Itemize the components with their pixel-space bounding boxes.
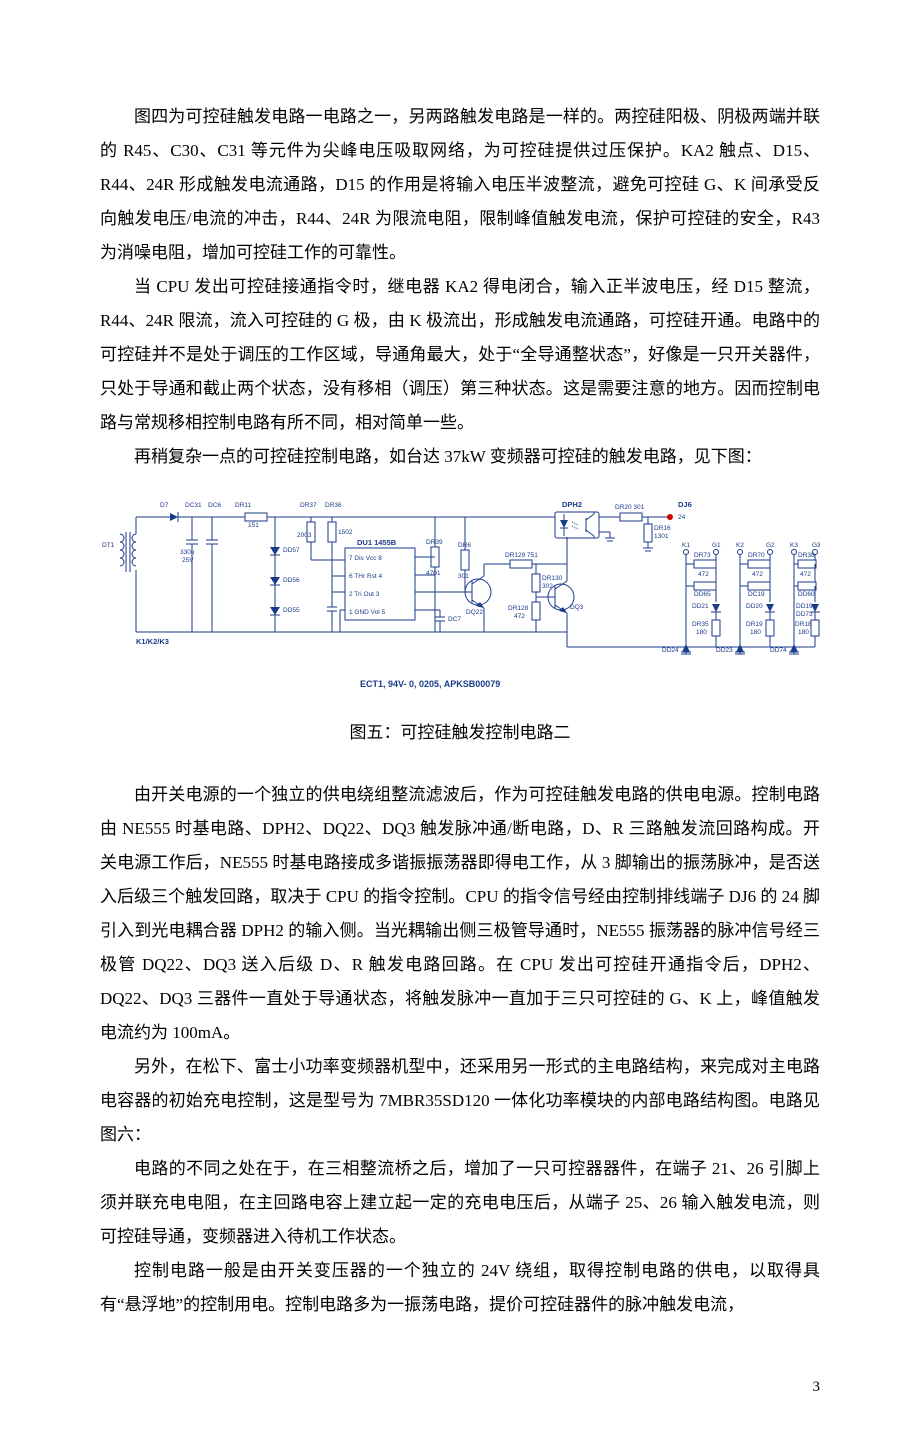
label-dd74: DD74 <box>770 647 787 654</box>
label-180c: 180 <box>798 629 809 636</box>
label-dr36: DR36 <box>325 502 342 509</box>
schematic-svg: DT1 D7 DC31 330u 25V DC6 <box>100 492 820 702</box>
label-dr129: DR129 751 <box>505 552 538 559</box>
label-d7: D7 <box>160 502 169 509</box>
label-dr73: DR73 <box>694 552 711 559</box>
label-dd56: DD56 <box>283 577 300 584</box>
label-k2: K2 <box>736 542 744 549</box>
label-dr37: DR37 <box>300 502 317 509</box>
label-301: 301 <box>458 573 469 580</box>
label-pin24: 24 <box>678 514 686 521</box>
label-dr19: DR19 <box>746 621 763 628</box>
label-dd57: DD57 <box>283 547 300 554</box>
label-dr128: DR128 <box>508 605 529 612</box>
paragraph-5: 另外，在松下、富士小功率变频器机型中，还采用另一形式的主电路结构，来完成对主电路… <box>100 1050 820 1152</box>
label-k1: K1 <box>682 542 690 549</box>
label-dd21: DD21 <box>692 603 709 610</box>
label-dr130: DR130 <box>542 575 563 582</box>
label-25v: 25V <box>182 557 194 564</box>
label-du1: DU1 1455B <box>357 538 397 547</box>
label-dr16: DR16 <box>654 525 671 532</box>
page-number: 3 <box>100 1372 820 1402</box>
schematic-footer: ECT1, 94V- 0, 0205, APKSB00079 <box>360 679 500 689</box>
label-g1: G1 <box>712 542 721 549</box>
label-4701: 4701 <box>426 570 441 577</box>
paragraph-1: 图四为可控硅触发电路一电路之一，另两路触发电路是一样的。两控硅阳极、阴极两端并联… <box>100 100 820 270</box>
label-dq3: DQ3 <box>570 604 584 611</box>
label-dd73: DD73 <box>796 611 813 618</box>
label-472a: 472 <box>514 613 525 620</box>
label-p7: 7 Dis Vcc 8 <box>349 555 382 562</box>
label-151: 151 <box>248 522 259 529</box>
label-dd55: DD55 <box>283 607 300 614</box>
red-node-icon <box>667 514 673 520</box>
label-dc19: DC19 <box>748 591 765 598</box>
label-p2: 2 Tri Out 3 <box>349 591 380 598</box>
figure-5-schematic: DT1 D7 DC31 330u 25V DC6 <box>100 492 820 702</box>
label-p6: 6 THr Rst 4 <box>349 573 382 580</box>
paragraph-7: 控制电路一般是由开关变压器的一个独立的 24V 绕组，取得控制电路的供电，以取得… <box>100 1254 820 1322</box>
label-180b: 180 <box>750 629 761 636</box>
label-dc7: DC7 <box>448 616 461 623</box>
label-dt1: DT1 <box>102 542 115 549</box>
label-330u: 330u <box>180 549 195 556</box>
label-dd24: DD24 <box>662 647 679 654</box>
label-dr18: DR18 <box>795 621 812 628</box>
label-dq22: DQ22 <box>466 609 483 616</box>
paragraph-6: 电路的不同之处在于，在三相整流桥之后，增加了一只可控器器件，在端子 21、26 … <box>100 1152 820 1254</box>
label-472d: 472 <box>800 571 811 578</box>
label-472c: 472 <box>752 571 763 578</box>
label-dr35: DR35 <box>692 621 709 628</box>
label-p1: 1 GND Vol 5 <box>349 609 386 616</box>
label-1502: 1502 <box>338 529 353 536</box>
label-dr38: DR38 <box>798 552 815 559</box>
label-dc31: DC31 <box>185 502 202 509</box>
label-dd65: DD65 <box>694 591 711 598</box>
label-k1k2k3: K1/K2/K3 <box>136 637 169 646</box>
label-302: 302 <box>542 583 553 590</box>
paragraph-2: 当 CPU 发出可控硅接通指令时，继电器 KA2 得电闭合，输入正半波电压，经 … <box>100 270 820 440</box>
label-dd60: DD60 <box>798 591 815 598</box>
figure-5-caption: 图五：可控硅触发控制电路二 <box>100 716 820 750</box>
label-dr11: DR11 <box>235 502 252 509</box>
label-g3: G3 <box>812 542 820 549</box>
label-1301: 1301 <box>654 533 669 540</box>
label-472b: 472 <box>698 571 709 578</box>
label-dj6: DJ6 <box>678 500 692 509</box>
label-dr20: DR20 301 <box>615 504 645 511</box>
label-180a: 180 <box>696 629 707 636</box>
label-dd20: DD20 <box>746 603 763 610</box>
label-dd23: DD23 <box>716 647 733 654</box>
label-k3: K3 <box>790 542 798 549</box>
label-dph2: DPH2 <box>562 500 582 509</box>
label-2003: 2003 <box>297 532 312 539</box>
label-g2: G2 <box>766 542 775 549</box>
label-dd19: DD19 <box>796 603 813 610</box>
paragraph-4: 由开关电源的一个独立的供电绕组整流滤波后，作为可控硅触发电路的供电电源。控制电路… <box>100 778 820 1050</box>
document-page: 图四为可控硅触发电路一电路之一，另两路触发电路是一样的。两控硅阳极、阴极两端并联… <box>0 0 920 1442</box>
label-dr70: DR70 <box>748 552 765 559</box>
paragraph-3: 再稍复杂一点的可控硅控制电路，如台达 37kW 变频器可控硅的触发电路，见下图： <box>100 440 820 474</box>
label-dc6: DC6 <box>208 502 221 509</box>
